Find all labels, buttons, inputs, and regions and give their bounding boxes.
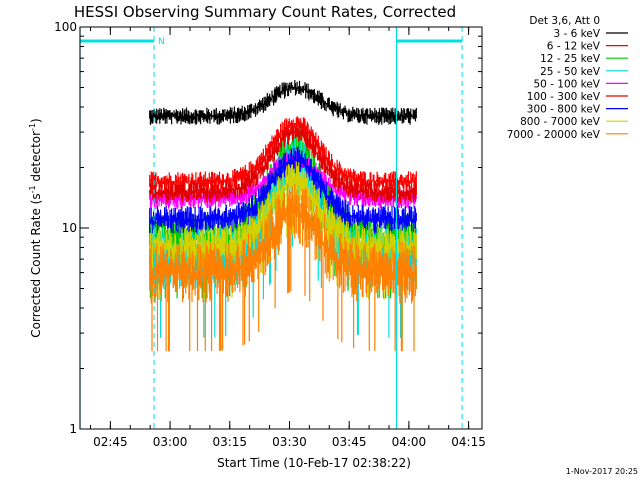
y-axis-label: Corrected Count Rate (s-1 detector-1)	[28, 118, 43, 337]
flag-label-n: N	[158, 37, 165, 47]
x-tick-label-2: 03:15	[212, 435, 247, 449]
y-axis: 1 10 100	[54, 20, 482, 436]
legend-label-1: 6 - 12 keV	[547, 41, 601, 53]
legend-label-3: 25 - 50 keV	[540, 66, 601, 78]
legend-label-8: 7000 - 20000 keV	[507, 129, 601, 141]
legend-label-5: 100 - 300 keV	[527, 91, 601, 103]
legend-label-4: 50 - 100 keV	[533, 78, 600, 90]
chart-title: HESSI Observing Summary Count Rates, Cor…	[74, 3, 456, 21]
y-tick-label-1: 10	[62, 221, 77, 235]
legend-header: Det 3,6, Att 0	[529, 15, 600, 27]
x-tick-label-6: 04:15	[451, 435, 486, 449]
y-tick-label-0: 1	[69, 422, 77, 436]
footer-timestamp: 1-Nov-2017 20:25	[566, 467, 638, 476]
x-tick-label-1: 03:00	[153, 435, 188, 449]
x-tick-label-0: 02:45	[93, 435, 128, 449]
series-line-8	[149, 183, 417, 352]
x-axis: 02:45 03:00 03:15 03:30 03:45 04:00 04:15	[89, 27, 486, 449]
x-tick-label-3: 03:30	[272, 435, 307, 449]
series-line-0	[149, 80, 417, 125]
x-tick-label-5: 04:00	[392, 435, 427, 449]
legend-label-2: 12 - 25 keV	[540, 53, 601, 65]
legend-label-0: 3 - 6 keV	[553, 28, 600, 40]
x-axis-label: Start Time (10-Feb-17 02:38:22)	[217, 456, 411, 470]
plot-area: N	[79, 27, 463, 429]
series-line-6	[149, 146, 417, 234]
legend-label-6: 300 - 800 keV	[527, 104, 601, 116]
x-tick-label-4: 03:45	[332, 435, 367, 449]
legend-label-7: 800 - 7000 keV	[520, 116, 601, 128]
y-tick-label-2: 100	[54, 20, 77, 34]
series-line-5	[149, 122, 417, 204]
